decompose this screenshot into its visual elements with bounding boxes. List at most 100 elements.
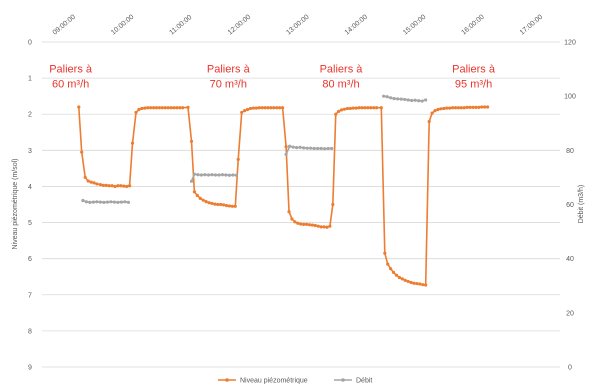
niveau-point [240, 110, 244, 115]
niveau-point [334, 112, 338, 116]
x-tick-label: 12:00:00 [227, 14, 252, 37]
niveau-point [192, 190, 197, 194]
x-tick-label: 10:00:00 [110, 14, 135, 37]
debit-point [319, 146, 323, 151]
niveau-point [107, 184, 111, 188]
series-debit [81, 94, 428, 204]
niveau-segment [187, 106, 193, 143]
niveau-point [169, 106, 173, 110]
niveau-point [116, 184, 120, 188]
debit-point [189, 179, 194, 183]
debit-point [410, 98, 414, 103]
niveau-point [140, 106, 144, 111]
debit-point [312, 146, 316, 151]
niveau-segment [237, 111, 243, 161]
niveau-point [456, 106, 460, 110]
debit-point [84, 200, 88, 204]
niveau-segment [424, 120, 430, 286]
x-tick-label: 17:00:00 [519, 14, 544, 37]
y-right-ticks: 0 20 40 60 80 100 120 [564, 40, 576, 372]
niveau-point [313, 223, 317, 228]
niveau-point [360, 106, 364, 110]
debit-point [116, 200, 120, 204]
debit-point [119, 200, 124, 204]
debit-point [224, 173, 228, 177]
debit-point [326, 146, 330, 151]
x-tick-label: 11:00:00 [168, 14, 193, 37]
debit-point [199, 173, 204, 177]
niveau-point [127, 184, 132, 188]
niveau-point [319, 225, 323, 229]
y-right-tick-label: 0 [568, 365, 572, 372]
debit-point [192, 172, 197, 176]
debit-point [206, 173, 211, 177]
niveau-point [98, 183, 102, 187]
debit-point [102, 200, 106, 204]
niveau-point [219, 202, 223, 207]
niveau-point [448, 106, 452, 110]
niveau-point [389, 267, 393, 271]
y-left-tick-label: 7 [28, 292, 32, 299]
debit-point [196, 173, 200, 177]
niveau-point [357, 106, 361, 110]
y-right-tick-label: 20 [566, 310, 574, 317]
x-tick-label: 16:00:00 [460, 14, 485, 37]
niveau-point [104, 183, 108, 187]
niveau-point [439, 107, 443, 111]
debit-point [217, 173, 221, 177]
niveau-point [337, 109, 341, 113]
annotation-line1: Paliers à [320, 64, 364, 76]
y-left-tick-label: 6 [28, 256, 32, 263]
niveau-point [160, 106, 164, 110]
niveau-point [296, 221, 300, 225]
niveau-point [459, 106, 463, 110]
niveau-point [86, 179, 90, 183]
niveau-point [157, 106, 161, 110]
debit-point [81, 198, 85, 203]
debit-point [109, 200, 113, 204]
debit-point [396, 97, 400, 101]
niveau-point [471, 105, 475, 109]
y-left-tick-label: 4 [28, 184, 32, 191]
niveau-point [245, 107, 250, 112]
niveau-point [430, 111, 434, 115]
legend: Niveau piézométrique Débit [218, 378, 372, 385]
niveau-point [243, 109, 247, 113]
niveau-point [383, 251, 387, 255]
debit-point [403, 97, 407, 102]
niveau-point [299, 222, 303, 226]
niveau-point [281, 106, 285, 110]
niveau-segment [80, 151, 87, 179]
debit-point [413, 98, 417, 102]
niveau-point [418, 282, 422, 286]
y-left-tick-label: 8 [28, 328, 32, 335]
niveau-point [201, 198, 205, 202]
niveau-segment [384, 252, 389, 265]
x-tick-label: 14:00:00 [344, 14, 369, 37]
debit-point [330, 146, 334, 151]
debit-point [298, 145, 302, 149]
niveau-point [412, 281, 416, 285]
debit-point [288, 144, 292, 148]
niveau-point [394, 273, 399, 277]
niveau-point [450, 106, 455, 110]
niveau-point [207, 201, 211, 205]
niveau-point [302, 222, 306, 226]
niveau-point [406, 279, 410, 284]
niveau-point [89, 180, 93, 184]
niveau-point [310, 223, 314, 227]
legend-label-niveau: Niveau piézométrique [240, 378, 308, 385]
niveau-point [227, 204, 232, 208]
niveau-point [465, 105, 469, 109]
debit-point [295, 146, 299, 150]
debit-point [95, 200, 99, 204]
series-niveau [77, 105, 490, 287]
niveau-point [101, 183, 105, 187]
debit-point [406, 98, 410, 102]
niveau-segment [77, 106, 83, 153]
debit-point [316, 146, 320, 151]
grid [42, 41, 560, 368]
niveau-segment [285, 145, 290, 213]
niveau-point [77, 105, 81, 109]
